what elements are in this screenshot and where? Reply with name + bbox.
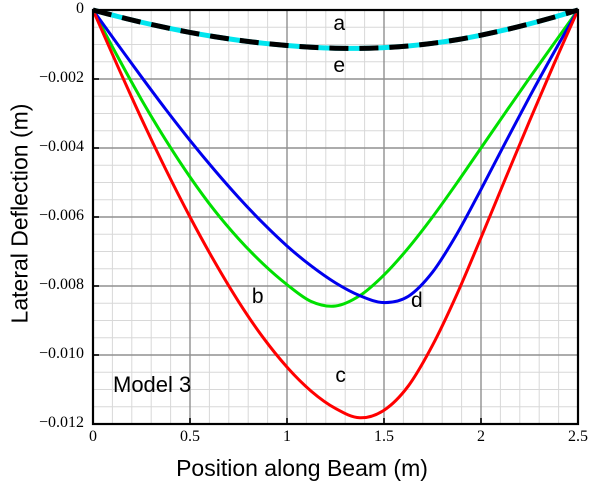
y-tick-label: −0.006 [38,207,84,224]
y-tick-label: −0.010 [38,345,84,362]
model-annotation: Model 3 [113,372,192,397]
series-curve-d [93,8,578,305]
y-tick-label: −0.008 [38,276,84,293]
curve-label-a: a [333,11,346,35]
curve-label-c: c [335,364,346,388]
y-tick-label: 0 [76,0,84,17]
y-tick-label: −0.004 [38,138,84,155]
x-tick-label: 0.5 [180,428,200,445]
x-tick-label: 1.5 [374,428,394,445]
curve-label-b: b [251,285,264,309]
y-tick-label: −0.002 [38,69,84,86]
series-curve-b [93,8,578,308]
x-tick-label: 1 [283,428,291,445]
curve-label-d: d [410,289,423,313]
series-curve-a [93,7,578,51]
y-axis-label: Lateral Deflection (m) [6,103,33,324]
x-tick-label: 2.5 [568,428,588,445]
series-curve-c [93,8,578,420]
tick-marks [92,9,579,425]
x-tick-label: 0 [89,428,97,445]
curves-group [93,7,578,420]
y-tick-label: −0.012 [38,414,84,431]
x-axis-label: Position along Beam (m) [176,455,428,481]
curve-label-e: e [333,53,346,77]
x-tick-label: 2 [477,428,485,445]
